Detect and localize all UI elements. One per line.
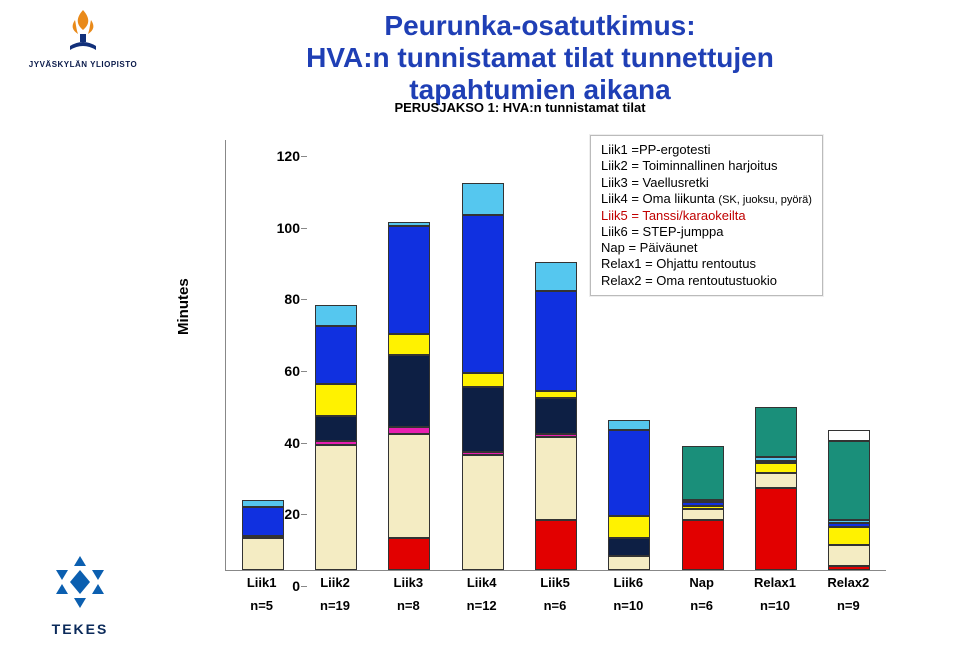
stacked-bar-chart: Minutes Liik1 =PP-ergotestiLiik2 = Toimi… bbox=[170, 135, 910, 625]
bar-Liik6 bbox=[608, 420, 650, 570]
bar-segment bbox=[388, 434, 430, 538]
tekes-logo: TEKES bbox=[35, 552, 125, 637]
bar-segment bbox=[682, 446, 724, 500]
bar-segment bbox=[682, 509, 724, 520]
bar-segment bbox=[315, 384, 357, 416]
chart-title: Peurunka-osatutkimus: HVA:n tunnistamat … bbox=[220, 10, 860, 106]
x-category-label: Liik6 bbox=[592, 575, 664, 590]
flame-icon bbox=[62, 8, 104, 58]
bar-Nap bbox=[682, 446, 724, 570]
bar-segment bbox=[755, 407, 797, 457]
bar-Liik5 bbox=[535, 262, 577, 570]
bar-segment bbox=[535, 398, 577, 434]
bar-segment bbox=[682, 520, 724, 570]
x-category-label: Liik5 bbox=[519, 575, 591, 590]
x-category-label: Liik2 bbox=[299, 575, 371, 590]
x-category-label: Liik3 bbox=[372, 575, 444, 590]
legend-item: Liik6 = STEP-jumppa bbox=[601, 224, 812, 240]
bar-segment bbox=[315, 305, 357, 327]
university-name: JYVÄSKYLÄN YLIOPISTO bbox=[28, 60, 138, 69]
x-category-label: Liik4 bbox=[446, 575, 518, 590]
bar-segment bbox=[608, 516, 650, 538]
bar-Liik2 bbox=[315, 305, 357, 570]
y-tick: 20 bbox=[255, 506, 300, 522]
y-axis-label: Minutes bbox=[175, 278, 192, 335]
snowflake-icon bbox=[50, 552, 110, 612]
legend-box: Liik1 =PP-ergotestiLiik2 = Toiminnalline… bbox=[590, 135, 823, 296]
bar-segment bbox=[242, 538, 284, 570]
bar-segment bbox=[608, 430, 650, 516]
bar-segment bbox=[462, 183, 504, 215]
bar-segment bbox=[462, 387, 504, 452]
bar-segment bbox=[828, 430, 870, 441]
y-tick: 40 bbox=[255, 435, 300, 451]
bar-segment bbox=[388, 538, 430, 570]
bar-segment bbox=[462, 455, 504, 570]
x-n-label: n=10 bbox=[592, 598, 664, 613]
bar-segment bbox=[315, 326, 357, 383]
bar-segment bbox=[388, 427, 430, 434]
x-n-label: n=6 bbox=[666, 598, 738, 613]
bar-segment bbox=[828, 545, 870, 567]
legend-item: Liik1 =PP-ergotesti bbox=[601, 142, 812, 158]
bar-segment bbox=[388, 334, 430, 356]
y-tick: 120 bbox=[255, 148, 300, 164]
x-n-label: n=6 bbox=[519, 598, 591, 613]
x-n-label: n=9 bbox=[812, 598, 884, 613]
bar-segment bbox=[535, 391, 577, 398]
x-n-label: n=8 bbox=[372, 598, 444, 613]
x-category-label: Nap bbox=[666, 575, 738, 590]
legend-item: Liik3 = Vaellusretki bbox=[601, 175, 812, 191]
x-n-label: n=19 bbox=[299, 598, 371, 613]
bar-segment bbox=[828, 566, 870, 570]
chart-subtitle: PERUSJAKSO 1: HVA:n tunnistamat tilat bbox=[240, 100, 800, 115]
bar-segment bbox=[755, 473, 797, 487]
legend-item: Liik5 = Tanssi/karaokeilta bbox=[601, 208, 812, 224]
bar-segment bbox=[608, 556, 650, 570]
bar-segment bbox=[462, 373, 504, 387]
x-category-label: Relax1 bbox=[739, 575, 811, 590]
x-n-label: n=10 bbox=[739, 598, 811, 613]
bar-Relax1 bbox=[755, 407, 797, 570]
bar-segment bbox=[755, 463, 797, 474]
y-tick: 100 bbox=[255, 220, 300, 236]
bar-segment bbox=[535, 520, 577, 570]
bar-Relax2 bbox=[828, 430, 870, 570]
bar-segment bbox=[608, 538, 650, 556]
legend-item: Nap = Päiväunet bbox=[601, 240, 812, 256]
x-n-label: n=5 bbox=[226, 598, 298, 613]
bar-segment bbox=[828, 441, 870, 520]
legend-item: Liik2 = Toiminnallinen harjoitus bbox=[601, 158, 812, 174]
x-category-label: Liik1 bbox=[226, 575, 298, 590]
tekes-name: TEKES bbox=[35, 621, 125, 637]
legend-item: Relax1 = Ohjattu rentoutus bbox=[601, 256, 812, 272]
university-logo: JYVÄSKYLÄN YLIOPISTO bbox=[28, 8, 138, 69]
title-line-1: Peurunka-osatutkimus: bbox=[220, 10, 860, 42]
bar-Liik4 bbox=[462, 183, 504, 570]
bar-segment bbox=[388, 226, 430, 334]
bar-segment bbox=[462, 215, 504, 373]
bar-segment bbox=[755, 488, 797, 570]
bar-segment bbox=[535, 262, 577, 291]
x-n-label: n=12 bbox=[446, 598, 518, 613]
bar-Liik3 bbox=[388, 222, 430, 570]
legend-item: Relax2 = Oma rentoutustuokio bbox=[601, 273, 812, 289]
y-tick: 60 bbox=[255, 363, 300, 379]
bar-segment bbox=[315, 416, 357, 441]
bar-segment bbox=[388, 355, 430, 427]
bar-segment bbox=[315, 445, 357, 570]
bar-segment bbox=[828, 527, 870, 545]
bar-segment bbox=[535, 437, 577, 519]
bar-segment bbox=[535, 291, 577, 391]
y-tick: 80 bbox=[255, 291, 300, 307]
x-category-label: Relax2 bbox=[812, 575, 884, 590]
title-line-2: HVA:n tunnistamat tilat tunnettujen tapa… bbox=[220, 42, 860, 106]
bar-segment bbox=[608, 420, 650, 431]
legend-item: Liik4 = Oma liikunta (SK, juoksu, pyörä) bbox=[601, 191, 812, 208]
